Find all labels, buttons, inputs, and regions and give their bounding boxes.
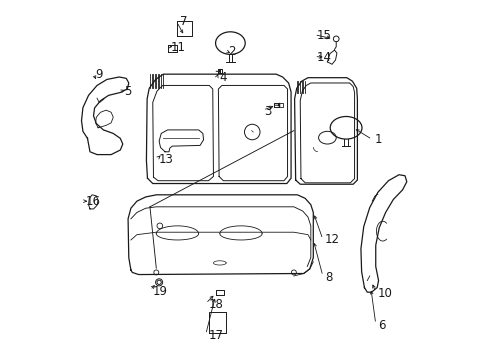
Text: 3: 3 [264,105,271,118]
Text: 9: 9 [96,68,103,81]
Text: 17: 17 [208,329,223,342]
Text: 2: 2 [228,45,236,58]
Text: 12: 12 [324,234,339,247]
Text: 13: 13 [159,153,174,166]
Text: 18: 18 [208,298,223,311]
Text: 8: 8 [324,270,332,284]
Text: 11: 11 [170,41,185,54]
Text: 1: 1 [374,133,381,146]
Text: 4: 4 [219,71,227,84]
Text: 14: 14 [316,51,331,64]
Text: 10: 10 [377,287,392,300]
Text: 16: 16 [85,195,101,208]
Text: 5: 5 [123,85,131,98]
Text: 7: 7 [180,15,187,28]
Text: 15: 15 [316,29,331,42]
Text: 6: 6 [377,319,385,332]
Text: 19: 19 [152,285,167,298]
